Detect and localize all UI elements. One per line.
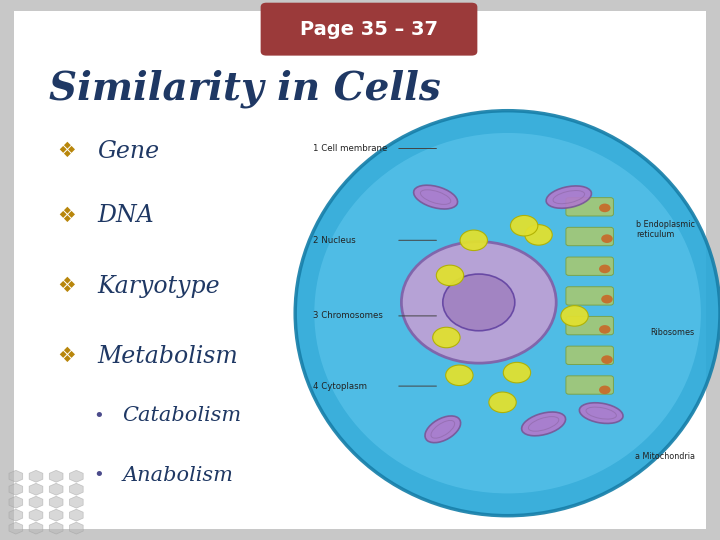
Circle shape: [460, 230, 487, 251]
FancyBboxPatch shape: [566, 198, 613, 216]
Text: Ribosomes: Ribosomes: [651, 328, 695, 336]
Text: ❖: ❖: [58, 346, 76, 367]
Text: 4 Cytoplasm: 4 Cytoplasm: [313, 382, 367, 390]
Text: a Mitochondria: a Mitochondria: [635, 452, 695, 461]
Text: 2 Nucleus: 2 Nucleus: [313, 236, 356, 245]
Text: b Endoplasmic
reticulum: b Endoplasmic reticulum: [636, 220, 695, 239]
Text: Gene: Gene: [97, 140, 159, 163]
Ellipse shape: [402, 241, 557, 363]
Circle shape: [599, 386, 611, 394]
Ellipse shape: [425, 416, 461, 443]
FancyBboxPatch shape: [566, 257, 613, 275]
FancyBboxPatch shape: [566, 316, 613, 335]
Circle shape: [446, 365, 473, 386]
Circle shape: [601, 355, 613, 364]
FancyBboxPatch shape: [566, 287, 613, 305]
Text: •: •: [94, 466, 104, 484]
Ellipse shape: [580, 403, 623, 423]
Text: 1 Cell membrane: 1 Cell membrane: [313, 144, 387, 153]
FancyBboxPatch shape: [566, 376, 613, 394]
Text: ❖: ❖: [58, 206, 76, 226]
Circle shape: [561, 306, 588, 326]
Ellipse shape: [413, 185, 458, 209]
Text: •: •: [94, 407, 104, 425]
Text: Page 35 – 37: Page 35 – 37: [300, 19, 438, 39]
Circle shape: [601, 295, 613, 303]
Text: ❖: ❖: [58, 141, 76, 161]
Text: DNA: DNA: [97, 205, 154, 227]
Ellipse shape: [315, 133, 701, 494]
Text: Catabolism: Catabolism: [122, 406, 241, 426]
Circle shape: [599, 265, 611, 273]
Ellipse shape: [521, 412, 566, 436]
Text: Similarity in Cells: Similarity in Cells: [49, 70, 441, 109]
Circle shape: [436, 265, 464, 286]
Text: Karyotype: Karyotype: [97, 275, 220, 298]
Circle shape: [433, 327, 460, 348]
Ellipse shape: [295, 111, 720, 516]
Ellipse shape: [443, 274, 515, 330]
Circle shape: [510, 215, 538, 236]
Text: Metabolism: Metabolism: [97, 345, 238, 368]
Ellipse shape: [546, 186, 591, 208]
Circle shape: [599, 204, 611, 212]
Text: ❖: ❖: [58, 276, 76, 296]
FancyBboxPatch shape: [566, 227, 613, 246]
Circle shape: [599, 325, 611, 334]
Circle shape: [489, 392, 516, 413]
FancyBboxPatch shape: [566, 346, 613, 364]
Circle shape: [525, 225, 552, 245]
FancyBboxPatch shape: [14, 11, 706, 529]
Circle shape: [503, 362, 531, 383]
Text: 3 Chromosomes: 3 Chromosomes: [313, 312, 383, 320]
FancyBboxPatch shape: [261, 3, 477, 56]
Circle shape: [601, 234, 613, 243]
Text: Anabolism: Anabolism: [122, 465, 233, 485]
